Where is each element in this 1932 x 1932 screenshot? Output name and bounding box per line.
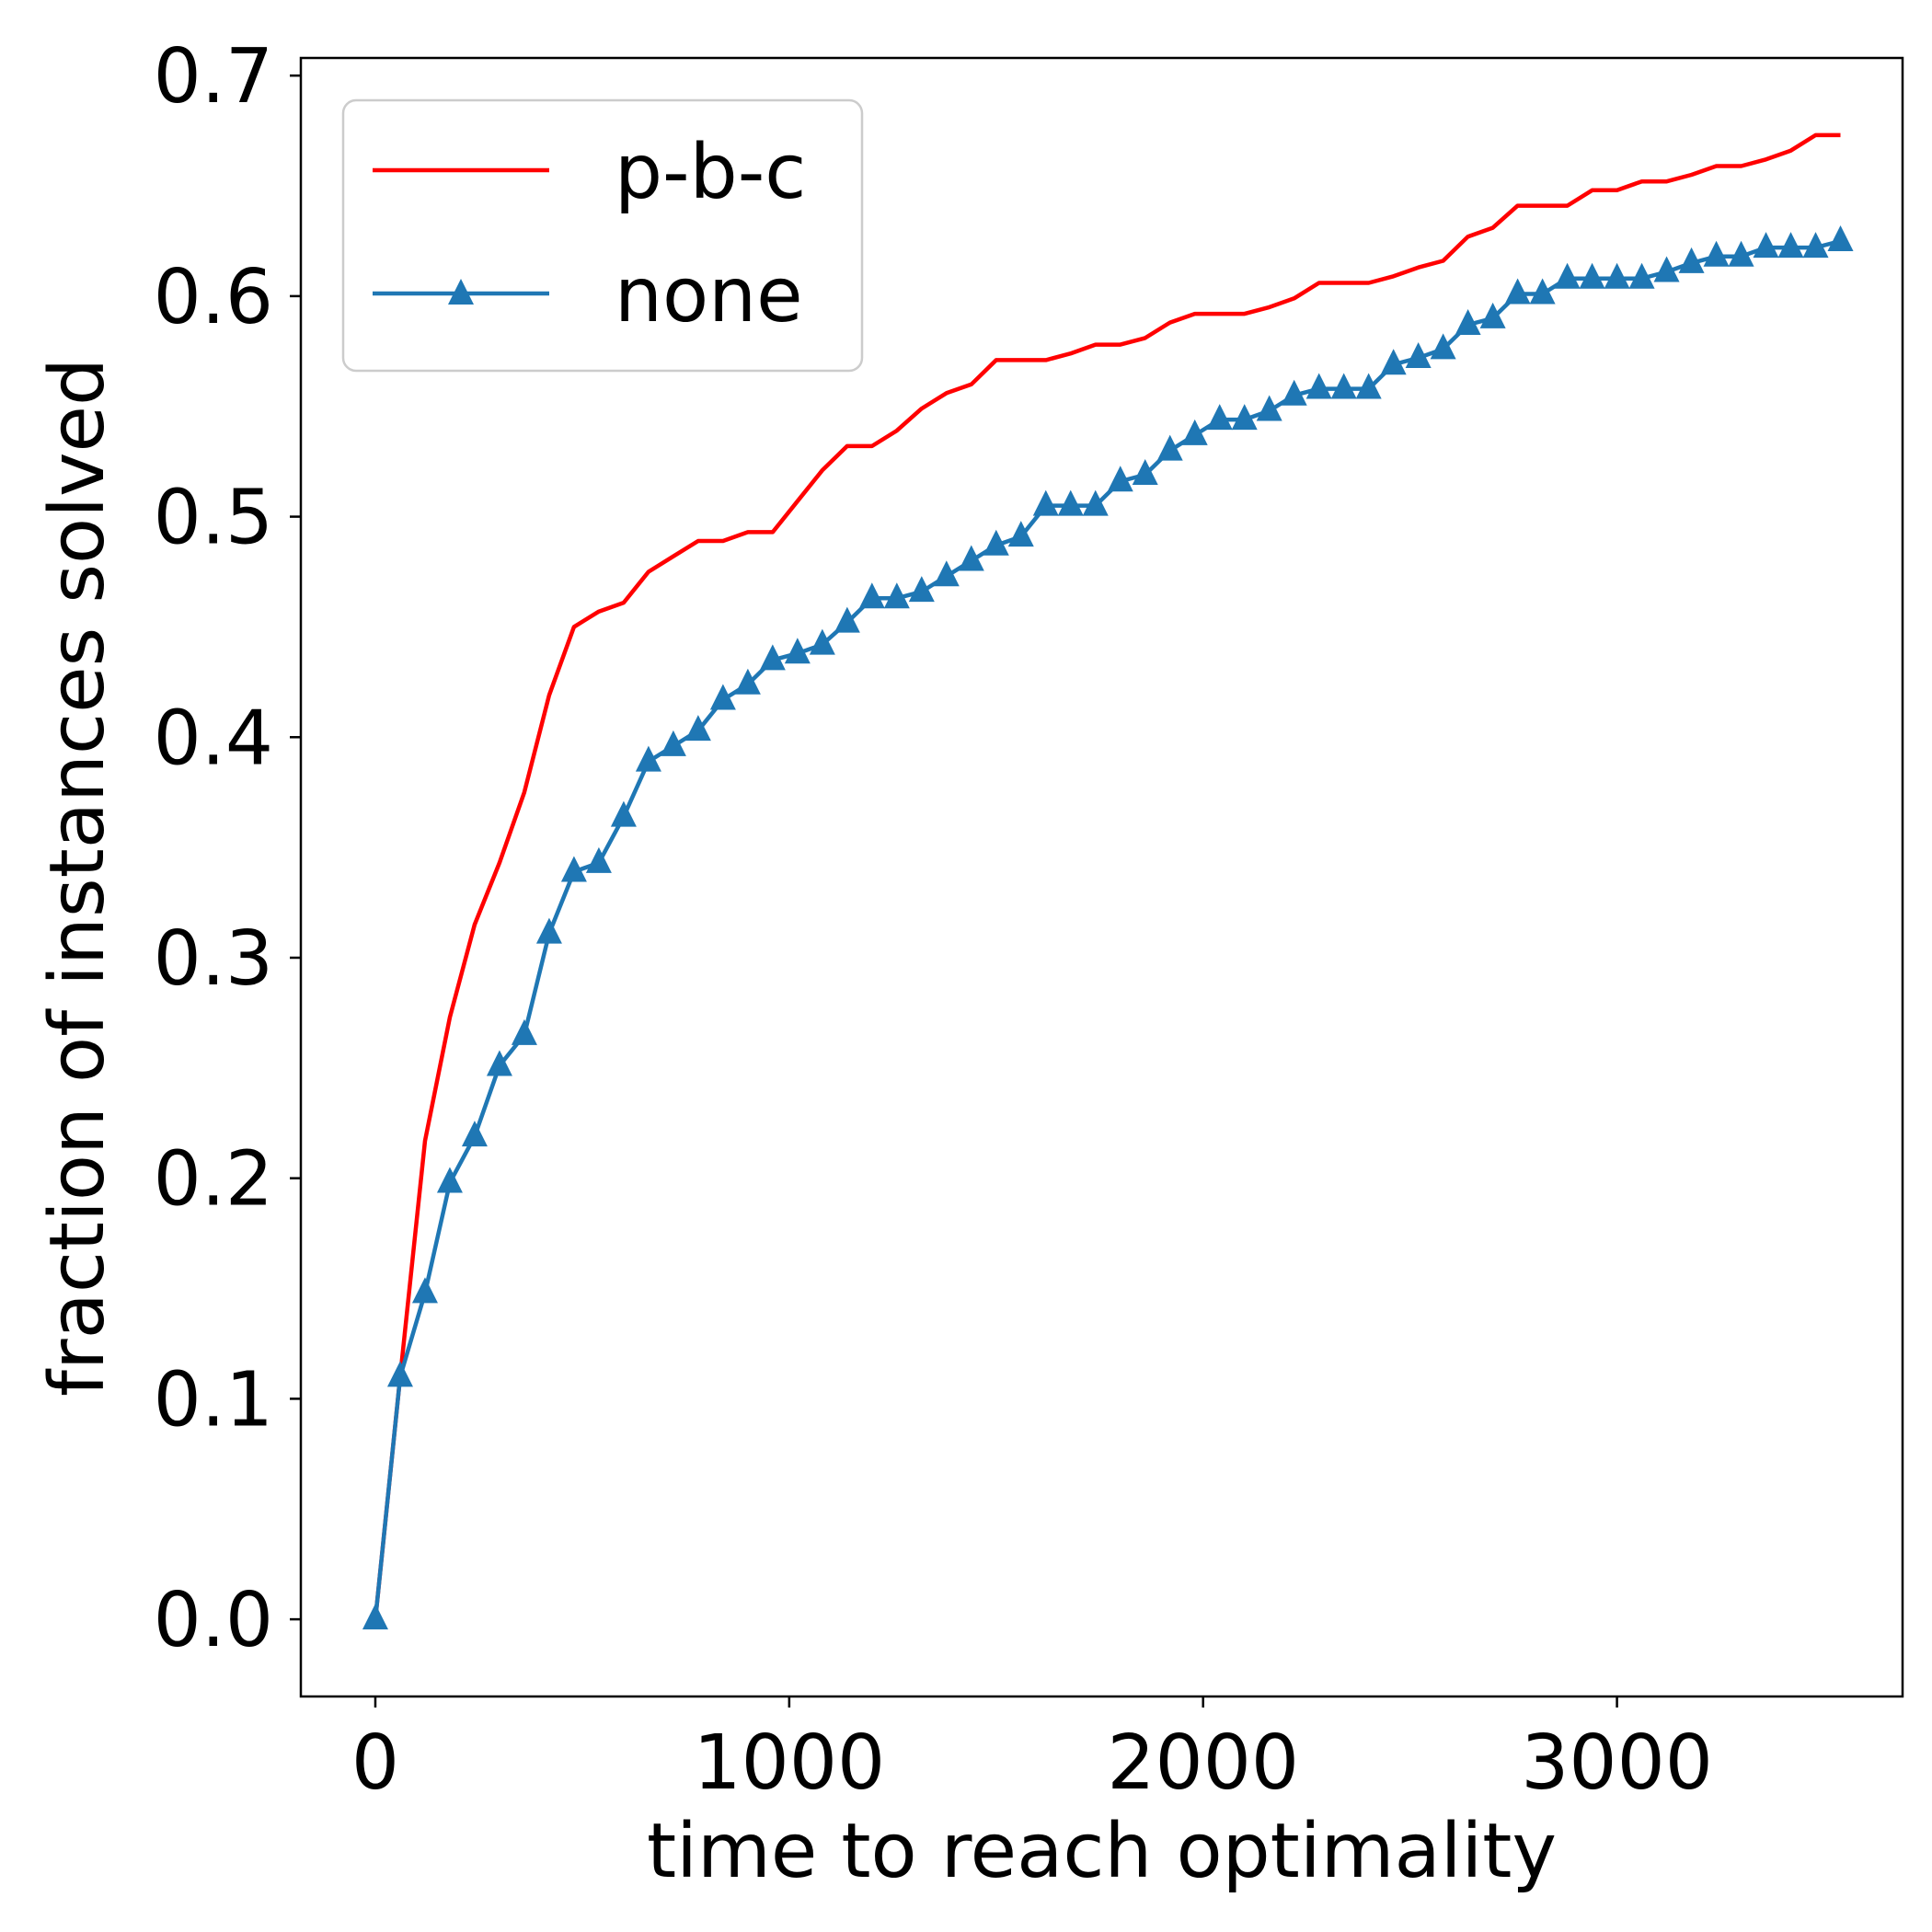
data-point <box>635 745 661 772</box>
data-point <box>1653 256 1680 282</box>
ticks-layer: 0 1000 2000 3000 0.0 0.1 0.2 0.3 0.4 0.5 0.6 0.7 <box>154 33 1713 1807</box>
data-point <box>784 638 811 664</box>
data-point <box>486 1050 512 1076</box>
data-point <box>1032 489 1059 516</box>
data-point <box>1281 379 1307 406</box>
data-point <box>1156 434 1183 461</box>
y-tick-label: 0.5 <box>154 475 273 562</box>
data-point <box>734 668 761 695</box>
data-point <box>660 730 686 756</box>
data-point <box>858 582 885 609</box>
data-point <box>1628 262 1655 289</box>
data-point <box>1007 521 1034 547</box>
data-point <box>535 917 562 944</box>
series-line-0 <box>373 132 1841 1620</box>
data-point <box>1504 278 1531 305</box>
data-point <box>1132 459 1158 486</box>
data-point <box>1479 302 1506 328</box>
data-point <box>1753 232 1779 259</box>
y-tick-label: 0.6 <box>154 254 273 341</box>
data-point <box>1827 224 1854 251</box>
data-point <box>1231 404 1258 431</box>
x-tick-label: 0 <box>351 1719 399 1807</box>
legend-marker-none <box>448 279 474 305</box>
data-point <box>1380 349 1407 375</box>
data-point <box>411 1277 438 1304</box>
plot-frame <box>299 56 1904 1698</box>
data-point <box>560 856 587 882</box>
data-point <box>1082 489 1109 516</box>
data-point <box>759 644 786 671</box>
data-point <box>1703 240 1730 267</box>
y-tick-label: 0.3 <box>154 915 273 1003</box>
data-point <box>1529 278 1556 305</box>
x-axis-title: time to reach optimality <box>647 1808 1557 1895</box>
data-point <box>1256 395 1282 421</box>
data-point <box>1206 404 1233 431</box>
y-tick-label: 0.4 <box>154 695 273 782</box>
data-point <box>958 545 984 571</box>
data-point <box>834 606 860 633</box>
legend: p-b-c none <box>341 98 864 373</box>
data-point <box>1455 309 1481 336</box>
data-point <box>809 628 835 655</box>
y-tick-label: 0.7 <box>154 33 273 121</box>
data-point <box>1604 262 1630 289</box>
data-point <box>1405 341 1432 368</box>
data-point <box>1430 333 1456 360</box>
y-tick-label: 0.0 <box>154 1577 273 1664</box>
data-point <box>1181 419 1208 445</box>
data-point <box>1802 232 1829 259</box>
data-point <box>709 684 736 710</box>
data-point <box>436 1167 463 1193</box>
data-point <box>610 800 637 827</box>
data-point <box>1554 262 1581 289</box>
data-point <box>461 1121 488 1147</box>
data-point <box>1678 247 1705 273</box>
data-point <box>684 715 711 742</box>
data-point <box>883 582 910 609</box>
series-layer <box>362 132 1854 1630</box>
y-tick-label: 0.1 <box>154 1356 273 1443</box>
data-point <box>511 1018 537 1045</box>
data-point <box>362 1604 388 1630</box>
data-point <box>585 846 612 873</box>
y-axis-title: fraction of instances solved <box>34 358 121 1397</box>
data-point <box>1728 240 1754 267</box>
data-point <box>1579 262 1605 289</box>
y-tick-label: 0.2 <box>154 1136 273 1224</box>
x-tick-label: 2000 <box>1107 1719 1299 1807</box>
data-point <box>983 529 1009 556</box>
data-point <box>1355 373 1382 399</box>
legend-label-none: none <box>615 252 803 339</box>
data-point <box>1057 489 1084 516</box>
data-point <box>933 560 960 587</box>
data-point <box>1107 466 1133 492</box>
data-point <box>1305 373 1332 399</box>
data-point <box>908 576 935 603</box>
x-tick-label: 1000 <box>694 1719 886 1807</box>
x-tick-label: 3000 <box>1521 1719 1713 1807</box>
legend-label-pbc: p-b-c <box>615 129 806 216</box>
data-point <box>386 1361 413 1387</box>
data-point <box>1777 232 1804 259</box>
data-point <box>1330 373 1357 399</box>
